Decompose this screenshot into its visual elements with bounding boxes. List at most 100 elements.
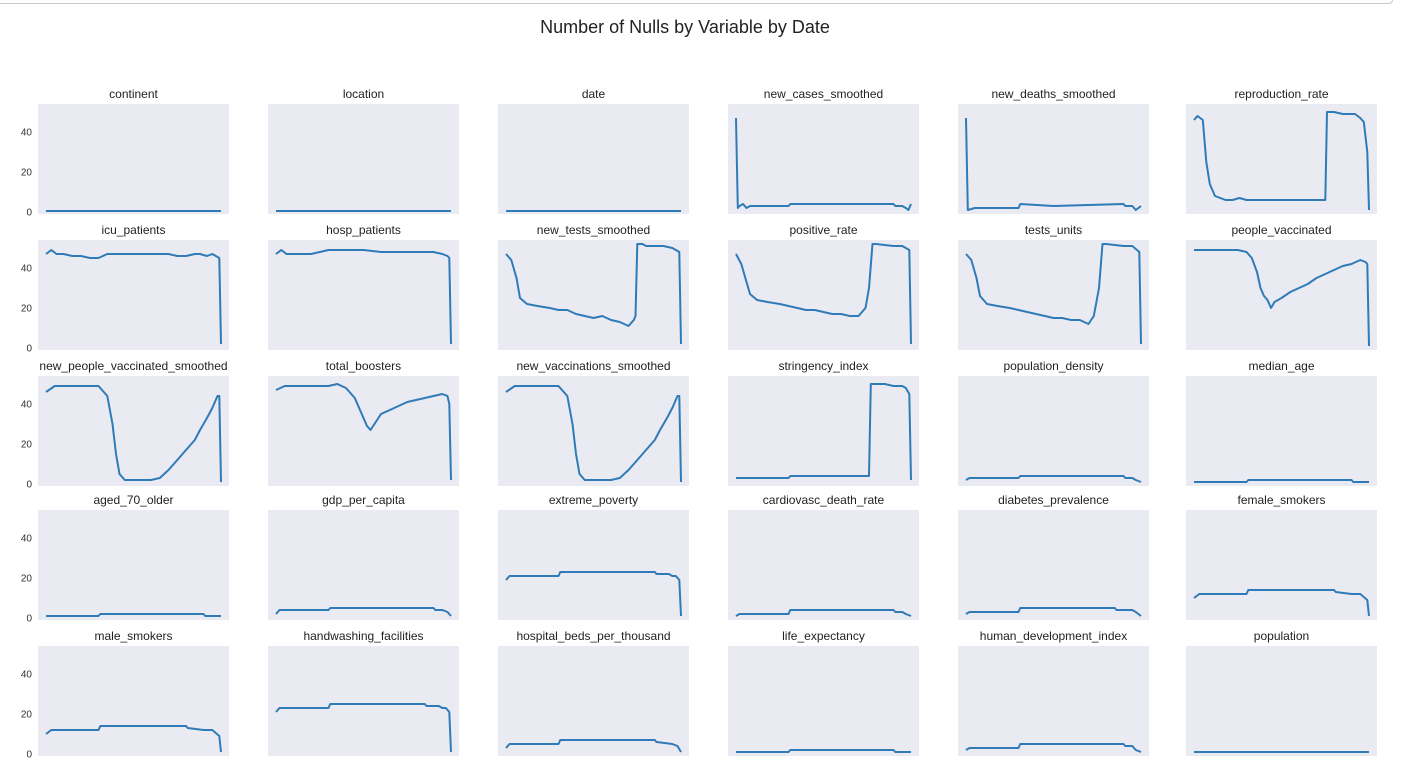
plot-area — [268, 104, 459, 214]
subplot-handwashing_facilities: handwashing_facilities — [268, 629, 459, 756]
subplot-title: new_tests_smoothed — [537, 223, 650, 237]
subplot-title: total_boosters — [326, 359, 401, 373]
plot-area — [1186, 104, 1377, 214]
subplot-new_people_vaccinated_smoothed: new_people_vaccinated_smoothed 0 20 40 — [21, 359, 229, 491]
y-tick-label: 0 — [26, 614, 32, 625]
subplot-human_development_index: human_development_index — [958, 629, 1149, 756]
plot-area — [268, 376, 459, 486]
series-line — [1193, 111, 1370, 211]
plot-area — [958, 240, 1149, 350]
plot-area — [498, 104, 689, 214]
plot-area — [498, 240, 689, 350]
plot-area — [958, 376, 1149, 486]
series-line — [1193, 589, 1370, 617]
subplot-title: new_cases_smoothed — [764, 87, 883, 101]
subplot-hosp_patients: hosp_patients — [268, 223, 459, 350]
subplot-title: reproduction_rate — [1234, 87, 1328, 101]
plot-area — [728, 104, 919, 214]
subplot-title: stringency_index — [778, 359, 868, 373]
series-line — [1194, 249, 1370, 347]
subplot-icu_patients: icu_patients 0 20 40 — [21, 223, 229, 355]
subplot-title: location — [343, 87, 384, 101]
subplot-hospital_beds_per_thousand: hospital_beds_per_thousand — [498, 629, 689, 756]
series-line — [965, 607, 1142, 617]
y-tick-label: 20 — [21, 168, 33, 179]
subplot-extreme_poverty: extreme_poverty — [498, 493, 689, 620]
subplot-continent: continent 0 20 40 — [21, 87, 229, 219]
subplot-title: new_deaths_smoothed — [991, 87, 1115, 101]
plot-area — [38, 376, 229, 486]
series-line — [275, 607, 452, 617]
subplot-title: date — [582, 87, 606, 101]
subplot-title: new_vaccinations_smoothed — [516, 359, 670, 373]
subplot-female_smokers: female_smokers — [1186, 493, 1377, 620]
series-line — [505, 571, 682, 617]
plot-area — [1186, 646, 1377, 756]
subplot-tests_units: tests_units — [958, 223, 1149, 350]
subplot-title: aged_70_older — [93, 493, 173, 507]
plot-area — [958, 510, 1149, 620]
y-tick-label: 40 — [21, 128, 33, 139]
plot-area — [268, 510, 459, 620]
plot-area — [1186, 510, 1377, 620]
series-line — [275, 383, 452, 481]
series-line — [505, 385, 682, 483]
subplot-aged_70_older: aged_70_older 0 20 40 — [21, 493, 229, 625]
plot-area — [728, 646, 919, 756]
subplot-title: tests_units — [1025, 223, 1082, 237]
subplot-diabetes_prevalence: diabetes_prevalence — [958, 493, 1149, 620]
plot-area — [1186, 240, 1377, 350]
series-line — [965, 117, 1142, 211]
plot-area — [38, 510, 229, 620]
subplot-title: female_smokers — [1237, 493, 1325, 507]
subplot-title: gdp_per_capita — [322, 493, 405, 507]
y-tick-label: 40 — [21, 534, 33, 545]
subplot-title: extreme_poverty — [549, 493, 638, 507]
plot-area — [38, 646, 229, 756]
series-line — [1194, 479, 1369, 483]
plot-area — [728, 510, 919, 620]
subplot-male_smokers: male_smokers 0 20 40 — [21, 629, 229, 761]
series-line — [735, 117, 912, 211]
subplot-title: median_age — [1248, 359, 1314, 373]
y-tick-label: 20 — [21, 304, 33, 315]
subplot-title: handwashing_facilities — [303, 629, 423, 643]
subplot-people_vaccinated: people_vaccinated — [1186, 223, 1377, 350]
subplot-positive_rate: positive_rate — [728, 223, 919, 350]
y-tick-label: 20 — [21, 574, 33, 585]
series-line — [736, 383, 912, 481]
plot-area — [1186, 376, 1377, 486]
plot-area — [38, 104, 229, 214]
series-line — [965, 243, 1142, 345]
series-line — [736, 749, 911, 753]
y-tick-label: 40 — [21, 400, 33, 411]
series-line — [46, 613, 221, 617]
subplot-title: population — [1254, 629, 1309, 643]
series-line — [965, 743, 1142, 753]
plot-area — [38, 240, 229, 350]
plot-area — [498, 376, 689, 486]
subplot-title: people_vaccinated — [1231, 223, 1331, 237]
subplot-new_cases_smoothed: new_cases_smoothed — [728, 87, 919, 214]
y-tick-label: 20 — [21, 710, 33, 721]
plot-area — [498, 646, 689, 756]
subplot-life_expectancy: life_expectancy — [728, 629, 919, 756]
subplot-total_boosters: total_boosters — [268, 359, 459, 486]
series-line — [275, 703, 452, 753]
subplot-stringency_index: stringency_index — [728, 359, 919, 486]
subplot-title: positive_rate — [789, 223, 857, 237]
series-line — [45, 249, 222, 345]
subplot-cardiovasc_death_rate: cardiovasc_death_rate — [728, 493, 919, 620]
subplot-title: hospital_beds_per_thousand — [516, 629, 670, 643]
subplot-title: human_development_index — [980, 629, 1127, 643]
figure-title: Number of Nulls by Variable by Date — [540, 17, 830, 37]
subplot-population: population — [1186, 629, 1377, 756]
subplot-title: new_people_vaccinated_smoothed — [39, 359, 227, 373]
plot-area — [958, 646, 1149, 756]
series-line — [45, 385, 222, 483]
subplot-title: cardiovasc_death_rate — [763, 493, 885, 507]
subplot-title: diabetes_prevalence — [998, 493, 1109, 507]
subplot-title: male_smokers — [94, 629, 172, 643]
plot-area — [268, 240, 459, 350]
